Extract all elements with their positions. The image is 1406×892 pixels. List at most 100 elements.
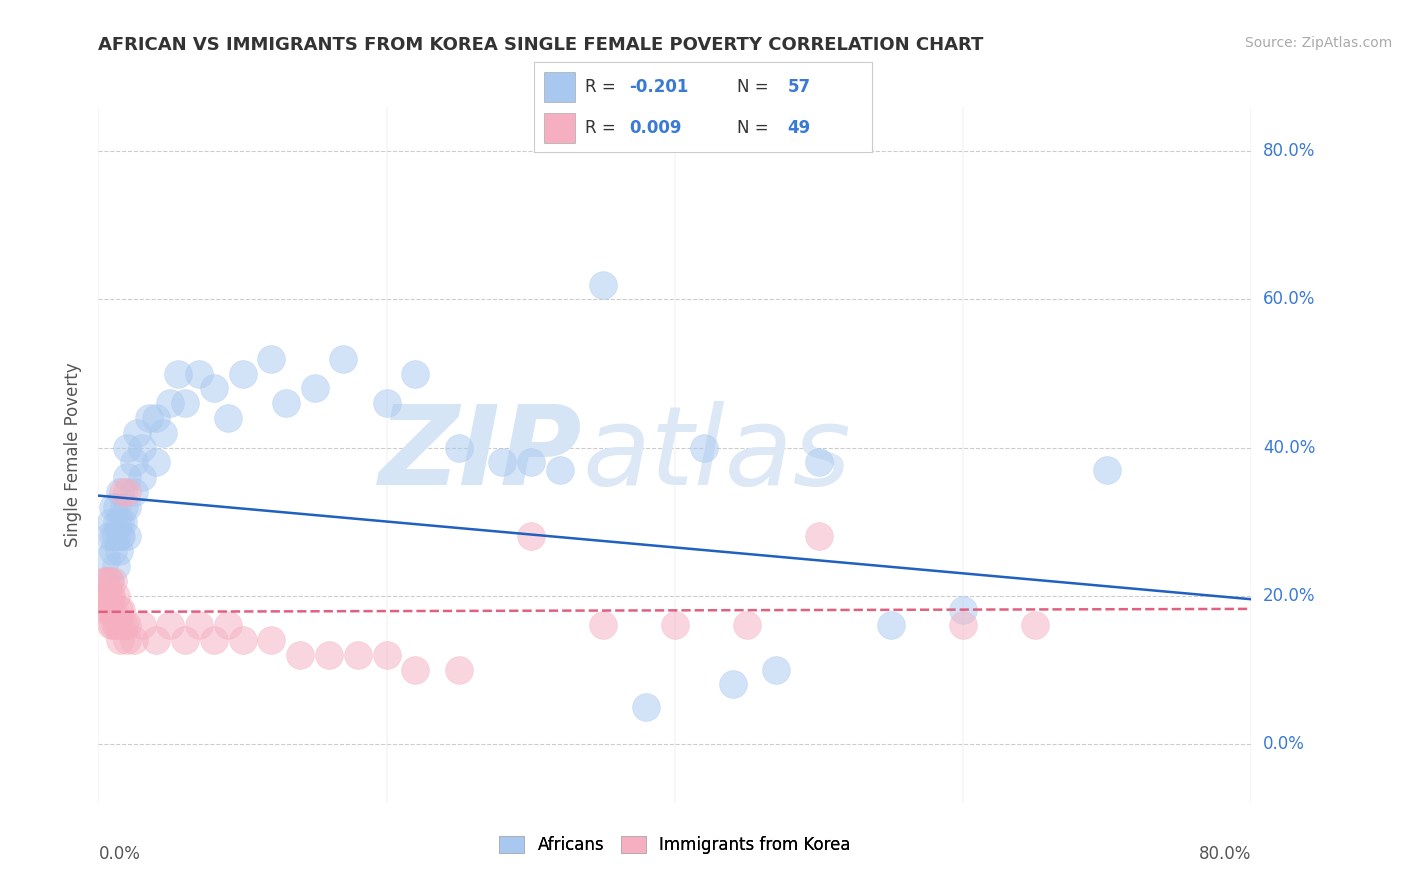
Point [101,500,124,514]
Y-axis label: Single Female Poverty: Single Female Poverty [65,363,83,547]
Point [765,663,787,677]
Point [100,589,122,603]
Text: 49: 49 [787,119,811,137]
Point [98,603,121,617]
Point [105,515,128,529]
Point [124,455,146,469]
Point [592,618,614,632]
Point [108,632,131,647]
Text: 0.009: 0.009 [628,119,682,137]
Point [735,618,758,632]
Point [202,632,225,647]
Point [231,632,254,647]
Point [346,648,368,662]
Text: 80.0%: 80.0% [1263,143,1315,161]
Point [117,618,138,632]
Point [117,484,138,499]
Point [107,603,129,617]
Point [101,618,124,632]
Text: -0.201: -0.201 [628,78,688,96]
Point [117,441,138,455]
Text: N =: N = [737,119,773,137]
Point [260,351,283,366]
Point [405,663,427,677]
Point [111,484,134,499]
Point [117,470,138,484]
Text: atlas: atlas [582,401,851,508]
Point [491,455,513,469]
Point [105,618,128,632]
Point [98,574,121,588]
Point [104,558,127,573]
Text: 60.0%: 60.0% [1263,291,1315,309]
Point [721,677,744,691]
Point [127,425,149,440]
Point [375,648,398,662]
Point [145,411,167,425]
Point [217,618,239,632]
Point [304,381,326,395]
Point [952,603,974,617]
Point [101,574,124,588]
Point [548,463,571,477]
Point [636,699,658,714]
Text: Source: ZipAtlas.com: Source: ZipAtlas.com [1244,36,1392,50]
Text: 80.0%: 80.0% [1199,845,1251,863]
Point [97,574,120,588]
Point [124,632,146,647]
Point [131,618,153,632]
Point [807,455,830,469]
Point [159,618,181,632]
Point [96,589,118,603]
Point [111,515,134,529]
Point [693,441,716,455]
Point [260,632,283,647]
Point [880,618,903,632]
Text: 20.0%: 20.0% [1263,587,1316,605]
Point [101,544,124,558]
Point [274,396,297,410]
Point [100,618,122,632]
Point [405,367,427,381]
Point [332,351,354,366]
Point [104,529,127,543]
Text: 0.0%: 0.0% [1263,735,1305,753]
Point [1097,463,1119,477]
Point [202,381,225,395]
Point [112,500,135,514]
Point [807,529,830,543]
Point [174,396,197,410]
Point [104,618,127,632]
Point [108,515,131,529]
Point [447,663,470,677]
Point [152,425,174,440]
Point [94,574,117,588]
Point [520,529,543,543]
Point [131,470,153,484]
Point [108,529,131,543]
Point [318,648,340,662]
Point [159,396,181,410]
Point [104,589,127,603]
Point [375,396,398,410]
Point [97,529,120,543]
Point [108,618,131,632]
Point [952,618,974,632]
Point [112,618,135,632]
Point [520,455,543,469]
Point [188,367,211,381]
Point [101,603,124,617]
Point [117,632,138,647]
Point [94,551,117,566]
Point [110,603,132,617]
Text: R =: R = [585,119,621,137]
Point [117,529,138,543]
Point [217,411,239,425]
Point [231,367,254,381]
Text: N =: N = [737,78,773,96]
Text: 40.0%: 40.0% [1263,439,1315,457]
Point [101,529,124,543]
Point [93,574,115,588]
Text: 57: 57 [787,78,810,96]
Text: AFRICAN VS IMMIGRANTS FROM KOREA SINGLE FEMALE POVERTY CORRELATION CHART: AFRICAN VS IMMIGRANTS FROM KOREA SINGLE … [98,36,984,54]
